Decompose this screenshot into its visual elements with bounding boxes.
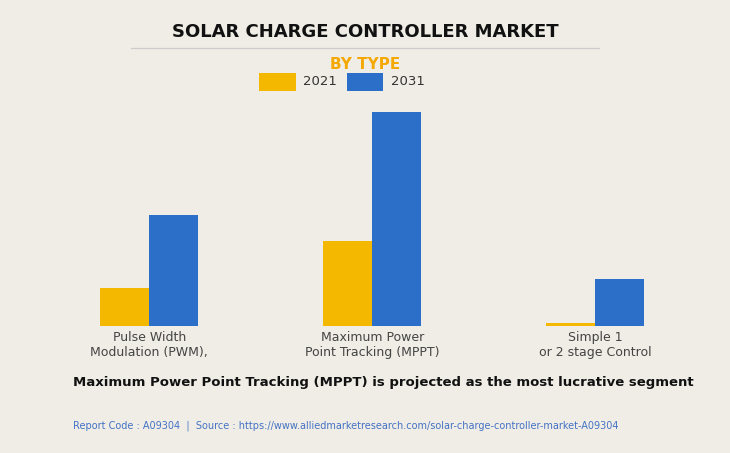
Bar (372, 112, 421, 326)
Text: 2031: 2031 (391, 75, 424, 88)
Text: Report Code : A09304  |  Source : https://www.alliedmarketresearch.com/solar-cha: Report Code : A09304 | Source : https://… (73, 420, 618, 431)
Bar (546, 323, 596, 326)
Text: BY TYPE: BY TYPE (330, 57, 400, 72)
Text: SOLAR CHARGE CONTROLLER MARKET: SOLAR CHARGE CONTROLLER MARKET (172, 23, 558, 41)
Bar (323, 241, 372, 326)
Bar (149, 215, 199, 326)
Bar (596, 279, 645, 326)
Bar (100, 288, 149, 326)
Text: 2021: 2021 (303, 75, 337, 88)
Text: Maximum Power Point Tracking (MPPT) is projected as the most lucrative segment: Maximum Power Point Tracking (MPPT) is p… (73, 376, 694, 389)
